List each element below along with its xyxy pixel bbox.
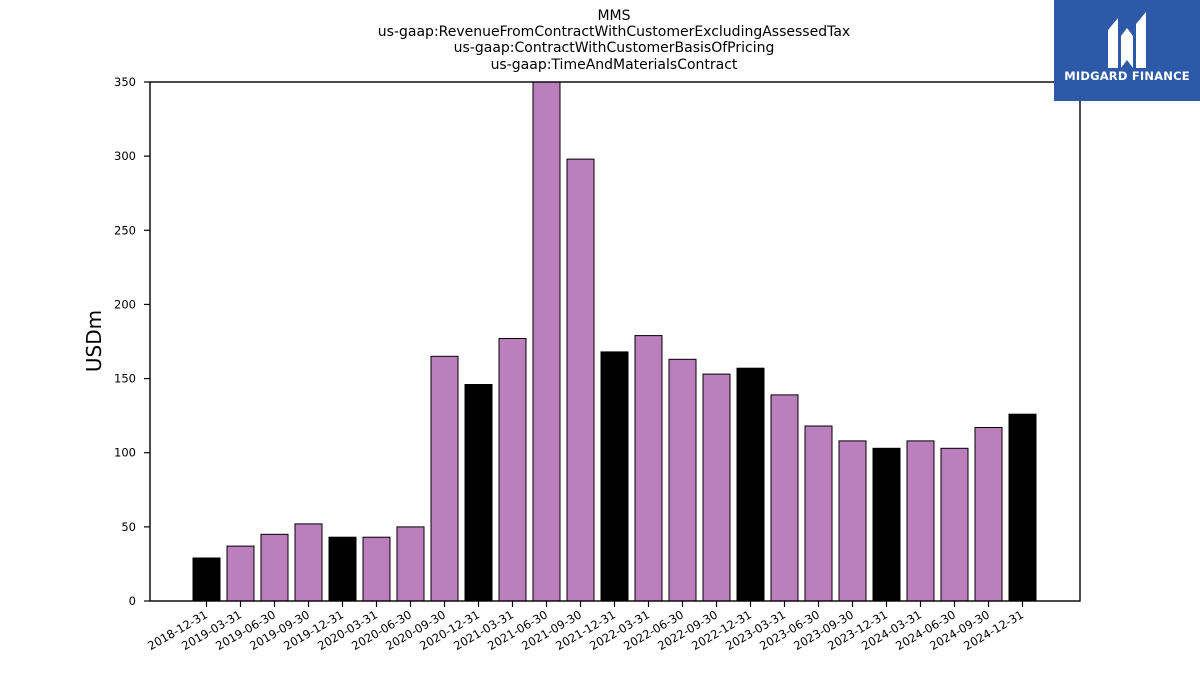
bar-2022-03-31 [634,335,663,602]
bar-2024-03-31 [906,440,935,602]
bar-2023-12-31 [872,447,901,602]
chart-title: MMS us-gaap:RevenueFromContractWithCusto… [378,8,850,73]
bar-2022-12-31 [736,367,765,602]
y-tick-label: 250 [114,223,136,237]
bar-2021-12-31 [600,351,629,602]
y-axis: 0 50 100 150 200 250 300 350 [114,75,150,608]
y-tick-label: 100 [114,446,136,460]
y-axis-label: USDm [82,310,106,372]
brand-logo-text: MIDGARD FINANCE [1064,69,1190,83]
bar-2024-12-31 [1008,413,1037,602]
x-axis: 2018-12-312019-03-312019-06-302019-09-30… [145,601,1026,653]
y-tick-label: 50 [121,520,136,534]
chart-title-line-3: us-gaap:ContractWithCustomerBasisOfPrici… [454,40,775,56]
bar-2020-12-31 [464,384,493,602]
brand-logo: MIDGARD FINANCE [1054,0,1200,101]
bar-2023-06-30 [804,425,833,602]
bar-series [192,81,1037,602]
y-tick-label: 0 [129,594,136,608]
bar-2019-12-31 [328,536,357,602]
chart-title-line-1: MMS [597,8,630,24]
bar-2020-09-30 [430,355,459,602]
bar-2021-06-30 [532,81,561,602]
bar-2022-09-30 [702,373,731,602]
midgard-logo-icon [1108,12,1146,68]
bar-2021-09-30 [566,158,595,602]
bar-2021-03-31 [498,338,527,602]
y-tick-label: 200 [114,297,136,311]
plot-frame [149,81,1081,602]
bar-2024-06-30 [940,447,969,602]
chart-title-line-2: us-gaap:RevenueFromContractWithCustomerE… [378,24,850,40]
bar-2024-09-30 [974,427,1003,602]
y-tick-label: 300 [114,149,136,163]
y-tick-label: 350 [114,75,136,89]
bar-2023-09-30 [838,440,867,602]
bar-2020-06-30 [396,526,425,602]
bar-2023-03-31 [770,394,799,602]
bar-2019-03-31 [226,545,255,602]
bar-2019-06-30 [260,533,289,602]
y-tick-label: 150 [114,372,136,386]
bar-2022-06-30 [668,358,697,602]
bar-2018-12-31 [192,557,221,602]
bar-2019-09-30 [294,523,323,602]
bar-2020-03-31 [362,536,391,602]
chart-title-line-4: us-gaap:TimeAndMaterialsContract [491,57,738,73]
